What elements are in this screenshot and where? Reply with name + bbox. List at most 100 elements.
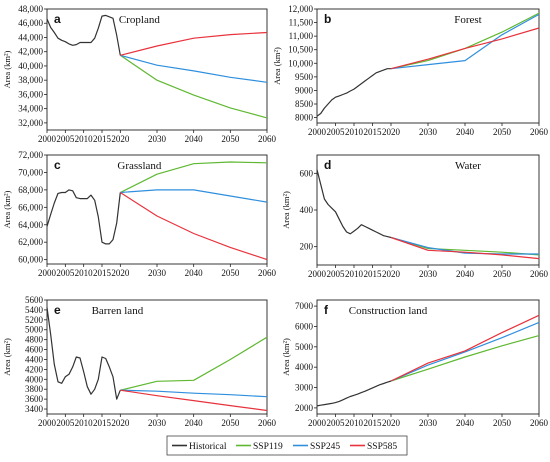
y-tick-label: 8000 (295, 113, 314, 123)
x-tick-label: 2015 (364, 127, 383, 137)
panel-letter: a (54, 12, 61, 26)
y-axis-label: Area (km²) (2, 338, 12, 376)
y-tick-label: 66,000 (18, 202, 43, 212)
y-tick-label: 10,500 (288, 45, 313, 55)
y-tick-label: 3600 (25, 394, 44, 404)
panel-letter: d (324, 158, 331, 172)
y-tick-label: 5200 (25, 315, 44, 325)
series-line-ssp119 (390, 335, 540, 382)
x-tick-label: 2010 (345, 127, 364, 137)
y-tick-label: 72,000 (18, 150, 43, 160)
x-tick-label: 2010 (75, 418, 94, 428)
y-tick-label: 42,000 (18, 47, 43, 57)
x-tick-label: 2060 (530, 127, 549, 137)
x-tick-label: 2040 (185, 134, 204, 144)
y-tick-label: 4400 (25, 354, 44, 364)
y-tick-label: 400 (300, 205, 314, 215)
y-tick-label: 46,000 (18, 18, 43, 28)
y-tick-label: 11,000 (289, 31, 314, 41)
legend-box (166, 435, 408, 456)
panel-title: Barren land (92, 305, 144, 317)
y-tick-label: 6000 (295, 321, 314, 331)
y-tick-label: 4000 (25, 374, 44, 384)
y-tick-label: 48,000 (18, 4, 43, 14)
x-tick-label: 2060 (258, 134, 277, 144)
x-tick-label: 2050 (493, 127, 512, 137)
series-line-historical (46, 307, 121, 400)
x-tick-label: 2015 (364, 418, 383, 428)
panel-title: Water (455, 160, 481, 172)
panel-barren-land: 2000 2005 2010 2015 2020 2030 2040 2050 2060 3400… (2, 295, 277, 428)
panel-construction-land: 2000 2005 2010 2015 2020 2030 2040 2050 20602000… (281, 299, 549, 428)
x-tick-label: 2030 (419, 127, 438, 137)
panel-letter: e (54, 303, 61, 317)
y-tick-label: 40,000 (18, 61, 43, 71)
series-line-historical (46, 189, 121, 245)
series-line-ssp119 (120, 161, 268, 194)
x-tick-label: 2020 (111, 418, 130, 428)
x-tick-label: 2040 (185, 418, 204, 428)
series-line-ssp585 (120, 389, 268, 412)
y-tick-label: 44,000 (18, 32, 43, 42)
x-tick-label: 2005 (56, 134, 75, 144)
x-tick-label: 2050 (221, 418, 240, 428)
x-tick-label: 2040 (185, 268, 204, 278)
x-tick-label: 2015 (93, 418, 112, 428)
series-line-ssp585 (390, 236, 540, 260)
x-tick-label: 2015 (93, 134, 112, 144)
x-tick-label: 2005 (327, 269, 346, 279)
x-tick-label: 2050 (493, 418, 512, 428)
series-line-ssp585 (390, 314, 540, 382)
x-tick-label: 2020 (111, 268, 130, 278)
x-tick-label: 2060 (530, 418, 549, 428)
legend: Historical SSP119 SSP245 SSP585 (166, 435, 408, 456)
x-tick-label: 2030 (148, 134, 167, 144)
x-tick-label: 2005 (327, 418, 346, 428)
y-tick-label: 4000 (295, 362, 314, 372)
x-tick-label: 2050 (221, 268, 240, 278)
series-line-ssp585 (390, 27, 540, 70)
y-tick-label: 10,000 (288, 58, 313, 68)
panel-forest: 2000 2005 2010 2015 2020 2030 2040 2050 2060 8000… (272, 4, 549, 137)
series-line-historical (316, 68, 391, 117)
x-tick-label: 2050 (493, 269, 512, 279)
y-axis-label: Area (km²) (281, 338, 291, 376)
y-tick-label: 64,000 (18, 220, 43, 230)
y-tick-label: 5000 (295, 342, 314, 352)
y-tick-label: 12,000 (288, 4, 313, 14)
x-tick-label: 2000 (308, 269, 327, 279)
y-tick-label: 9500 (295, 72, 314, 82)
y-tick-label: 70,000 (18, 167, 43, 177)
series-line-ssp245 (390, 321, 540, 382)
x-tick-label: 2010 (345, 269, 364, 279)
x-tick-label: 2040 (456, 127, 475, 137)
panel-letter: c (54, 158, 61, 172)
x-tick-label: 2000 (38, 134, 57, 144)
series-line-ssp119 (120, 336, 268, 391)
panel-title: Cropland (119, 14, 160, 26)
panel-letter: f (324, 303, 329, 317)
plot-frame (46, 8, 268, 131)
y-tick-label: 7000 (295, 301, 314, 311)
series-line-ssp245 (390, 13, 540, 70)
y-tick-label: 68,000 (18, 185, 43, 195)
x-tick-label: 2005 (56, 418, 75, 428)
x-tick-label: 2000 (308, 418, 327, 428)
series-line-ssp585 (120, 31, 268, 56)
x-tick-label: 2050 (221, 134, 240, 144)
x-tick-label: 2060 (258, 418, 277, 428)
x-tick-label: 2010 (75, 268, 94, 278)
panel-title: Construction land (349, 305, 428, 317)
y-tick-label: 60,000 (18, 255, 43, 265)
x-tick-label: 2005 (327, 127, 346, 137)
y-axis-label: Area (km²) (2, 190, 12, 228)
y-axis-label: Area (km²) (272, 47, 282, 85)
y-tick-label: 5600 (25, 295, 44, 305)
y-tick-label: 11,500 (289, 18, 314, 28)
y-tick-label: 3400 (25, 404, 44, 414)
y-tick-label: 36,000 (18, 89, 43, 99)
y-axis-label: Area (km²) (281, 191, 291, 229)
x-tick-label: 2010 (75, 134, 94, 144)
series-line-ssp245 (120, 54, 268, 83)
x-tick-label: 2040 (456, 418, 475, 428)
